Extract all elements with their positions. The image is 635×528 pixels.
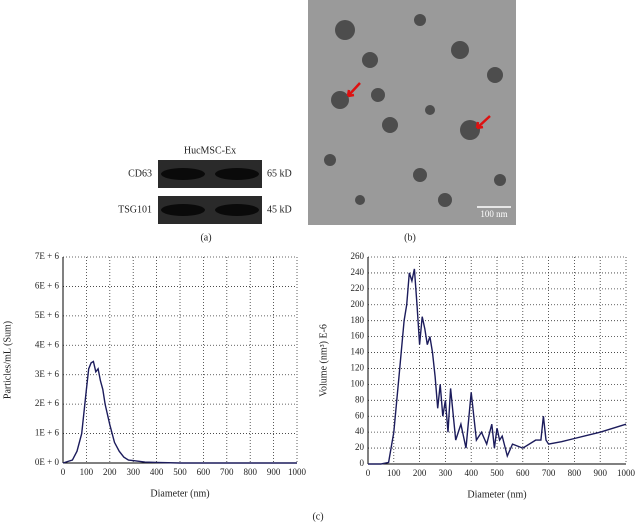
- y-tick-label: 180: [351, 315, 365, 325]
- blot-size: 45 kD: [267, 204, 292, 215]
- panel-label: (c): [312, 511, 323, 522]
- x-tick-label: 100: [80, 467, 94, 477]
- y-tick-label: 20: [355, 442, 365, 452]
- y-tick-label: 80: [355, 394, 365, 404]
- y-tick-label: 220: [351, 283, 365, 293]
- x-tick-label: 500: [490, 468, 504, 478]
- y-tick-label: 260: [351, 251, 365, 261]
- y-tick-label: 140: [351, 347, 365, 357]
- x-tick-label: 600: [516, 468, 530, 478]
- y-tick-label: 6E + 6: [35, 280, 60, 290]
- band: [215, 204, 259, 216]
- x-tick-label: 400: [150, 467, 164, 477]
- x-tick-label: 700: [542, 468, 556, 478]
- arrow: [346, 82, 361, 98]
- x-tick-label: 300: [126, 467, 140, 477]
- x-tick-label: 900: [267, 467, 281, 477]
- x-tick-label: 200: [103, 467, 117, 477]
- x-tick-label: 1000: [617, 468, 635, 478]
- x-tick-label: 900: [593, 468, 607, 478]
- arrow: [475, 115, 491, 130]
- y-axis-label: Volume (nm³) E-6: [318, 324, 329, 397]
- y-tick-label: 160: [351, 331, 365, 341]
- y-tick-label: 1E + 6: [35, 428, 60, 438]
- y-tick-label: 200: [351, 299, 365, 309]
- y-tick-label: 60: [355, 410, 365, 420]
- y-tick-label: 120: [351, 363, 365, 373]
- x-tick-label: 0: [366, 468, 371, 478]
- band: [161, 168, 205, 180]
- blot-size: 65 kD: [267, 168, 292, 179]
- x-tick-label: 600: [197, 467, 211, 477]
- y-tick-label: 40: [355, 426, 365, 436]
- x-axis-label: Diameter (nm): [150, 488, 209, 499]
- panel-label: (b): [404, 232, 416, 243]
- x-tick-label: 100: [387, 468, 401, 478]
- x-tick-label: 0: [61, 467, 66, 477]
- y-tick-label: 4E + 6: [35, 339, 60, 349]
- y-tick-label: 240: [351, 267, 365, 277]
- y-axis-label: Particles/mL (Sum): [2, 321, 13, 399]
- band: [215, 168, 259, 180]
- x-tick-label: 700: [220, 467, 234, 477]
- scale-label: 100 nm: [480, 209, 507, 219]
- x-tick-label: 300: [439, 468, 453, 478]
- y-tick-label: 3E + 6: [35, 369, 60, 379]
- blot-label: CD63: [128, 168, 152, 179]
- panel-label: (a): [200, 232, 211, 243]
- particles: [324, 14, 506, 207]
- blot-title: HucMSC-Ex: [184, 145, 236, 156]
- y-tick-label: 100: [351, 378, 365, 388]
- y-tick-label: 5E + 6: [35, 310, 60, 320]
- x-tick-label: 500: [173, 467, 187, 477]
- blot-label: TSG101: [118, 204, 152, 215]
- x-axis-label: Diameter (nm): [467, 489, 526, 500]
- x-tick-label: 800: [243, 467, 257, 477]
- x-tick-label: 1000: [288, 467, 307, 477]
- band: [161, 204, 205, 216]
- line: [62, 360, 297, 464]
- x-tick-label: 200: [413, 468, 427, 478]
- line: [368, 268, 627, 465]
- y-tick-label: 7E + 6: [35, 251, 60, 261]
- y-tick-label: 2E + 6: [35, 398, 60, 408]
- y-tick-label: 0: [360, 458, 365, 468]
- y-tick-label: 0E + 0: [35, 457, 60, 467]
- x-tick-label: 800: [568, 468, 582, 478]
- x-tick-label: 400: [464, 468, 478, 478]
